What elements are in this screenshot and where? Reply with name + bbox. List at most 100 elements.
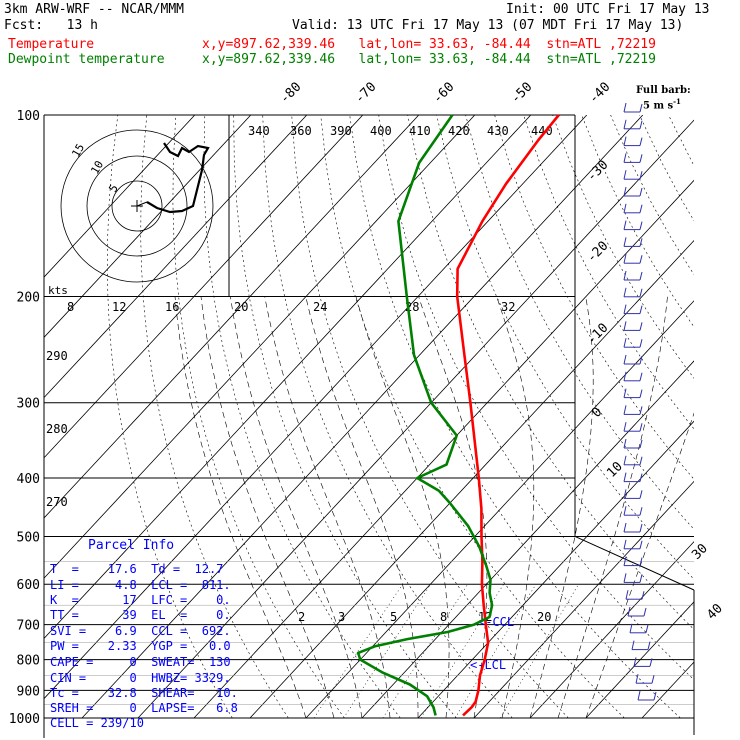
parcel-row: TT = 39 EL = 0. bbox=[50, 608, 231, 622]
wind-barb-flag bbox=[639, 322, 643, 331]
parcel-row: SVI = 6.9 CCL = 692. bbox=[50, 624, 231, 638]
speed-axis-label: 8 bbox=[67, 300, 74, 314]
isotherm-line bbox=[193, 179, 694, 719]
wind-barb-flag bbox=[653, 691, 657, 701]
parcel-row: SREH = 0 LAPSE= 6.8 bbox=[50, 701, 238, 715]
mixing-ratio-label: 3 bbox=[338, 610, 345, 624]
isotherm-line bbox=[361, 360, 694, 719]
wind-barb-flag bbox=[623, 321, 627, 331]
barb-unit-exponent: -1 bbox=[673, 97, 681, 106]
temperature-tick-label: -60 bbox=[430, 80, 457, 107]
theta-label: 430 bbox=[487, 124, 509, 138]
theta-label: 390 bbox=[330, 124, 352, 138]
theta-label: 410 bbox=[409, 124, 431, 138]
isotherm-line bbox=[305, 300, 694, 719]
parcel-row: K = 17 LFC = 0. bbox=[50, 593, 231, 607]
isotherm-line bbox=[137, 119, 694, 719]
wind-barb-flag bbox=[649, 658, 653, 667]
wind-barb-flag bbox=[639, 540, 643, 549]
isotherm-line bbox=[641, 661, 694, 719]
temperature-tick-label: -30 bbox=[584, 158, 611, 185]
temperature-tick-label: -50 bbox=[508, 80, 535, 107]
hodograph-ring-label: 10 bbox=[88, 159, 106, 177]
wind-barb-flag bbox=[623, 472, 627, 482]
wind-barb-flag bbox=[623, 455, 627, 465]
wind-barb-flag bbox=[623, 287, 627, 297]
wind-barb-flag bbox=[639, 137, 643, 146]
isotherm-line bbox=[44, 115, 364, 459]
speed-axis-label: 24 bbox=[313, 300, 327, 314]
temperature-tick-label: 40 bbox=[704, 601, 726, 623]
pressure-tick-label: 200 bbox=[17, 291, 40, 306]
wind-barb-flag bbox=[639, 507, 643, 516]
pressure-tick-label: 600 bbox=[17, 578, 40, 593]
wind-barb-flag bbox=[639, 355, 643, 365]
speed-axis-label: 20 bbox=[234, 300, 248, 314]
wind-barb-flag bbox=[647, 641, 651, 650]
pressure-tick-label: 700 bbox=[17, 619, 40, 634]
temperature-profile bbox=[455, 114, 560, 717]
pressure-tick-label: 400 bbox=[17, 472, 40, 487]
wind-barb-flag bbox=[623, 237, 627, 247]
temperature-tick-label: 0 bbox=[589, 405, 605, 421]
theta-label: 360 bbox=[290, 124, 312, 138]
sounding-profiles bbox=[356, 114, 560, 717]
theta-label: 290 bbox=[46, 349, 68, 363]
dry-adiabat-line bbox=[581, 115, 694, 328]
wind-barb-flag bbox=[623, 388, 627, 398]
isotherm-line bbox=[44, 115, 308, 399]
barb-unit-label: 5 m s-1 bbox=[643, 94, 681, 113]
theta-label: 420 bbox=[448, 124, 470, 138]
wind-barb-flag bbox=[623, 522, 627, 533]
parcel-row: PW = 2.33 YGP = 0.0 bbox=[50, 639, 231, 653]
wind-barb-flag bbox=[639, 204, 643, 213]
wind-barb-flag bbox=[639, 473, 643, 482]
dry-adiabat-line bbox=[523, 115, 694, 430]
wind-barb-flag bbox=[639, 574, 643, 583]
isotherm-line bbox=[698, 115, 740, 718]
moist-adiabat-line bbox=[529, 296, 594, 719]
wind-barb-flag bbox=[629, 623, 633, 633]
isotherm-line bbox=[44, 115, 196, 278]
wind-barb-flag bbox=[633, 657, 637, 667]
wind-barb-flag bbox=[623, 170, 627, 180]
wind-barb-flag bbox=[623, 438, 627, 449]
dry-adiabat-line bbox=[407, 115, 694, 630]
dry-adiabat-line bbox=[639, 115, 694, 222]
wind-barb-flag bbox=[623, 506, 627, 516]
theta-label: 280 bbox=[46, 422, 68, 436]
parcel-row: Tc = 32.8 SHEAR= 10. bbox=[50, 686, 238, 700]
wind-barb-flag bbox=[639, 456, 643, 465]
temperature-tick-label: -80 bbox=[277, 80, 304, 107]
theta-label: 270 bbox=[46, 495, 68, 509]
hodograph-ring bbox=[111, 180, 163, 232]
wind-barb-flag bbox=[639, 305, 643, 314]
wind-barb-flag bbox=[623, 556, 627, 566]
ccl-marker: <-CCL bbox=[478, 615, 514, 629]
wind-barb-flag bbox=[623, 489, 627, 499]
isotherms bbox=[44, 115, 740, 719]
wind-barb-flag bbox=[623, 371, 627, 381]
lower-diagonal-edge bbox=[574, 536, 695, 591]
isotherm-line bbox=[473, 480, 694, 719]
wind-barb-flag bbox=[623, 422, 627, 432]
moist-adiabat-line bbox=[557, 296, 668, 719]
wind-barb-flag bbox=[623, 270, 627, 281]
full-barb-label: Full barb: bbox=[636, 85, 691, 96]
wind-barb-flag bbox=[623, 338, 627, 348]
isotherm-line bbox=[44, 115, 588, 700]
hodograph-ring-label: 5 bbox=[106, 182, 121, 194]
mixing-ratio-line bbox=[500, 584, 579, 719]
wind-barb-flag bbox=[631, 640, 635, 650]
isotherm-line bbox=[585, 601, 694, 719]
moist-adiabat-line bbox=[264, 296, 391, 719]
wind-barb-flag bbox=[639, 221, 643, 230]
wind-barb-flag bbox=[623, 220, 627, 230]
wind-barb-flag bbox=[623, 136, 627, 146]
hodograph-ring-label: 15 bbox=[69, 142, 87, 160]
wind-barb-flag bbox=[623, 102, 627, 113]
wind-barb-flag bbox=[623, 186, 627, 197]
parcel-row: CIN = 0 HWBZ= 3329. bbox=[50, 671, 231, 685]
